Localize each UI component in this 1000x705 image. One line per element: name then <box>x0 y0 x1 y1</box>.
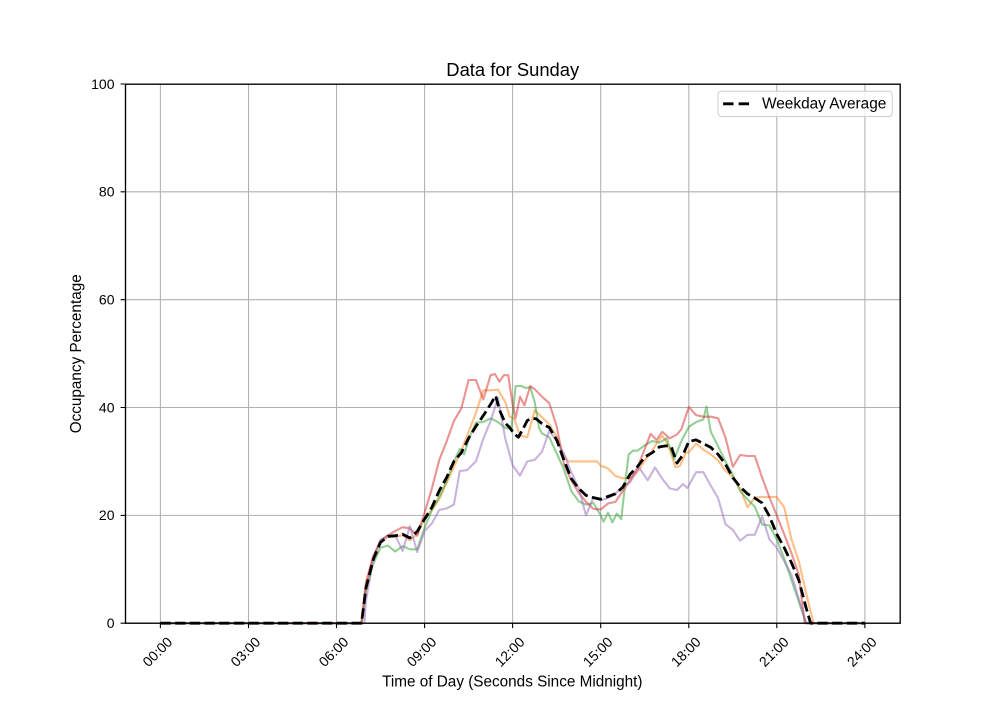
svg-text:Occupancy Percentage: Occupancy Percentage <box>68 274 85 433</box>
svg-text:60: 60 <box>99 292 115 308</box>
svg-text:0: 0 <box>107 615 115 631</box>
svg-text:80: 80 <box>99 184 115 200</box>
svg-text:40: 40 <box>99 399 115 415</box>
svg-text:Weekday Average: Weekday Average <box>762 96 886 113</box>
svg-text:20: 20 <box>99 507 115 523</box>
svg-text:Data for Sunday: Data for Sunday <box>446 59 580 80</box>
svg-text:100: 100 <box>91 76 115 92</box>
svg-text:Time of Day (Seconds Since Mid: Time of Day (Seconds Since Midnight) <box>382 674 642 691</box>
